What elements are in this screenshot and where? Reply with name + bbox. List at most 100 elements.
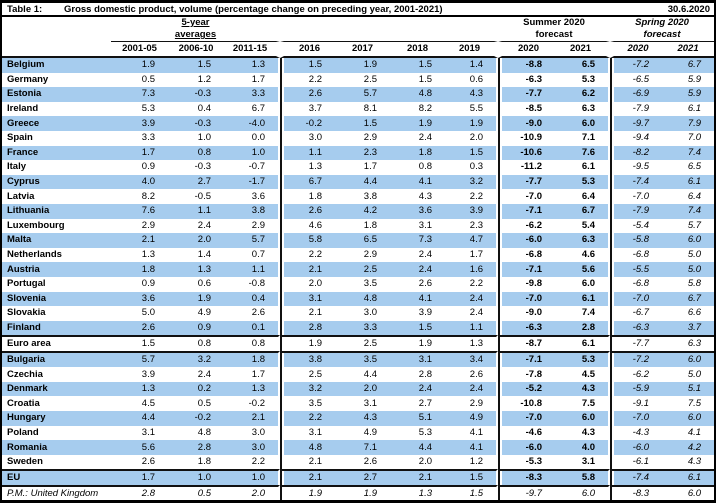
cell-value: 5.0 <box>687 368 702 380</box>
cell-value: 5.6 <box>555 262 611 277</box>
cell-value: -8.3 <box>498 469 556 486</box>
cell-value: 2.4 <box>418 249 433 261</box>
cell-value: 2.9 <box>445 396 499 412</box>
cell-value: 2.0 <box>335 381 391 397</box>
spacer-cell <box>2 29 111 41</box>
cell-value: -7.7 <box>610 335 663 352</box>
cell-value: 3.4 <box>445 351 499 368</box>
row-label: Lithuania <box>2 203 111 219</box>
table-row: Slovakia 5.0 4.9 2.6 2.1 3.0 3.9 2.4 -9.0 7.4 -6.7… <box>2 306 714 321</box>
table-row: Germany 0.5 1.2 1.7 2.2 2.5 1.5 0.6 -6.3 5.3 -6.5 5… <box>2 72 714 88</box>
row-label: Estonia <box>2 87 111 102</box>
cell-value: 2.5 <box>363 73 378 85</box>
cell-value: -6.9 <box>610 87 663 102</box>
cell-value: 4.8 <box>197 426 211 438</box>
cell-value: 6.6 <box>687 307 702 319</box>
cell-value: -6.3 <box>610 320 663 336</box>
cell-value: 1.3 <box>390 485 446 500</box>
cell-value: 4.8 <box>390 87 446 102</box>
row-label: Latvia <box>7 190 35 202</box>
summer-group-subheader: forecast <box>535 29 573 40</box>
cell-value: 3.9 <box>141 368 155 380</box>
cell-value: 1.3 <box>168 262 224 277</box>
cell-value: -4.6 <box>498 425 555 441</box>
year-header: 2020 <box>610 41 663 58</box>
table-row: Croatia 4.5 0.5 -0.2 3.5 3.1 2.7 2.9 -10.8 7.5 -9.… <box>2 396 714 412</box>
cell-value: -8.5 <box>498 101 555 117</box>
row-label: Romania <box>2 440 111 455</box>
cell-value: 4.9 <box>197 307 211 319</box>
cell-value: 2.5 <box>335 335 391 351</box>
cell-value: -0.2 <box>280 116 336 131</box>
row-label: Croatia <box>7 397 40 409</box>
cell-value: 3.1 <box>141 426 155 438</box>
cell-value: -8.2 <box>610 145 663 161</box>
cell-value: 6.5 <box>335 233 391 248</box>
cell-value: -9.0 <box>498 306 555 321</box>
cell-value: -0.3 <box>168 87 224 102</box>
cell-value: 5.1 <box>390 411 446 426</box>
table-row: Spain 3.3 1.0 0.0 3.0 2.9 2.4 2.0 -10.9 7.1 -9.4 7.… <box>2 130 714 146</box>
avg-group-subheader: averages <box>174 29 217 40</box>
cell-value: 2.2 <box>224 454 281 470</box>
cell-value: 5.3 <box>141 103 155 115</box>
cell-value: 2.4 <box>197 219 211 231</box>
cell-value: 0.8 <box>168 145 224 161</box>
cell-value: 1.9 <box>111 58 168 73</box>
cell-value: 1.3 <box>111 381 168 397</box>
table-row: Italy 0.9 -0.3 -0.7 1.3 1.7 0.8 0.3 -11.2 6.1 -9.5… <box>2 160 714 175</box>
table-row: Romania 5.6 2.8 3.0 4.8 7.1 4.4 4.1 -6.0 4.0 -6.0 4… <box>2 440 714 455</box>
row-label: Austria <box>2 262 111 277</box>
cell-value: 2.0 <box>418 456 433 468</box>
cell-value: 6.7 <box>280 174 336 190</box>
cell-value: -7.4 <box>610 469 663 486</box>
cell-value: 3.3 <box>141 132 155 144</box>
cell-value: 6.7 <box>662 58 714 73</box>
cell-value: 2.4 <box>197 368 211 380</box>
cell-value: 1.5 <box>390 320 446 336</box>
cell-value: -7.9 <box>610 203 663 219</box>
row-label: Poland <box>7 426 39 438</box>
cell-value: 3.6 <box>390 203 446 219</box>
cell-value: 2.7 <box>335 469 391 486</box>
cell-value: 6.3 <box>555 101 611 117</box>
cell-value: -7.4 <box>610 174 663 190</box>
cell-value: 3.7 <box>280 101 335 117</box>
cell-value: -8.3 <box>610 485 663 500</box>
cell-value: 4.3 <box>687 456 702 468</box>
cell-value: 1.0 <box>168 469 224 486</box>
cell-value: 1.5 <box>168 58 224 73</box>
cell-value: 5.3 <box>418 426 433 438</box>
cell-value: 4.4 <box>111 411 168 426</box>
table-row: Portugal 0.9 0.6 -0.8 2.0 3.5 2.6 2.2 -9.8 6.0 -6.… <box>2 276 714 292</box>
row-label: Italy <box>7 161 27 173</box>
cell-value: 3.0 <box>363 307 378 319</box>
row-label: Portugal <box>7 278 46 290</box>
cell-value: 3.8 <box>363 190 378 202</box>
table-row: Netherlands 1.3 1.4 0.7 2.2 2.9 2.4 1.7 -6.8 4.6-… <box>2 247 714 263</box>
cell-value: 4.1 <box>445 425 499 441</box>
cell-value: 6.7 <box>555 203 611 219</box>
cell-value: -0.2 <box>224 396 281 412</box>
cell-value: 2.6 <box>363 456 378 468</box>
cell-value: 5.4 <box>555 218 611 234</box>
cell-value: -6.1 <box>610 454 662 470</box>
cell-value: 1.4 <box>197 249 211 261</box>
cell-value: 5.0 <box>687 249 702 261</box>
row-label: Spain <box>7 132 33 144</box>
cell-value: -10.6 <box>498 145 556 161</box>
row-label: Germany <box>7 73 49 85</box>
row-label: Bulgaria <box>2 351 111 368</box>
cell-value: 4.0 <box>111 174 168 190</box>
cell-value: 4.2 <box>662 440 714 455</box>
table-row: Estonia 7.3 -0.3 3.3 2.6 5.7 4.8 4.3 -7.7 6.2 -6.9… <box>2 87 714 102</box>
cell-value: -7.0 <box>610 291 663 307</box>
table-row: Denmark 1.3 0.2 1.3 3.2 2.0 2.4 2.4 -5.2 4.3 -5.9 5… <box>2 381 714 397</box>
cell-value: 5.1 <box>662 381 714 397</box>
cell-value: 1.9 <box>280 485 336 500</box>
cell-value: 6.1 <box>662 174 714 190</box>
cell-value: 3.9 <box>445 203 499 219</box>
table-row: P.M.: United Kingdom 2.8 0.5 2.0 1.9 1.9 1.3 1.… <box>2 485 714 500</box>
cell-value: 1.9 <box>280 335 336 352</box>
cell-value: 1.5 <box>445 485 499 500</box>
